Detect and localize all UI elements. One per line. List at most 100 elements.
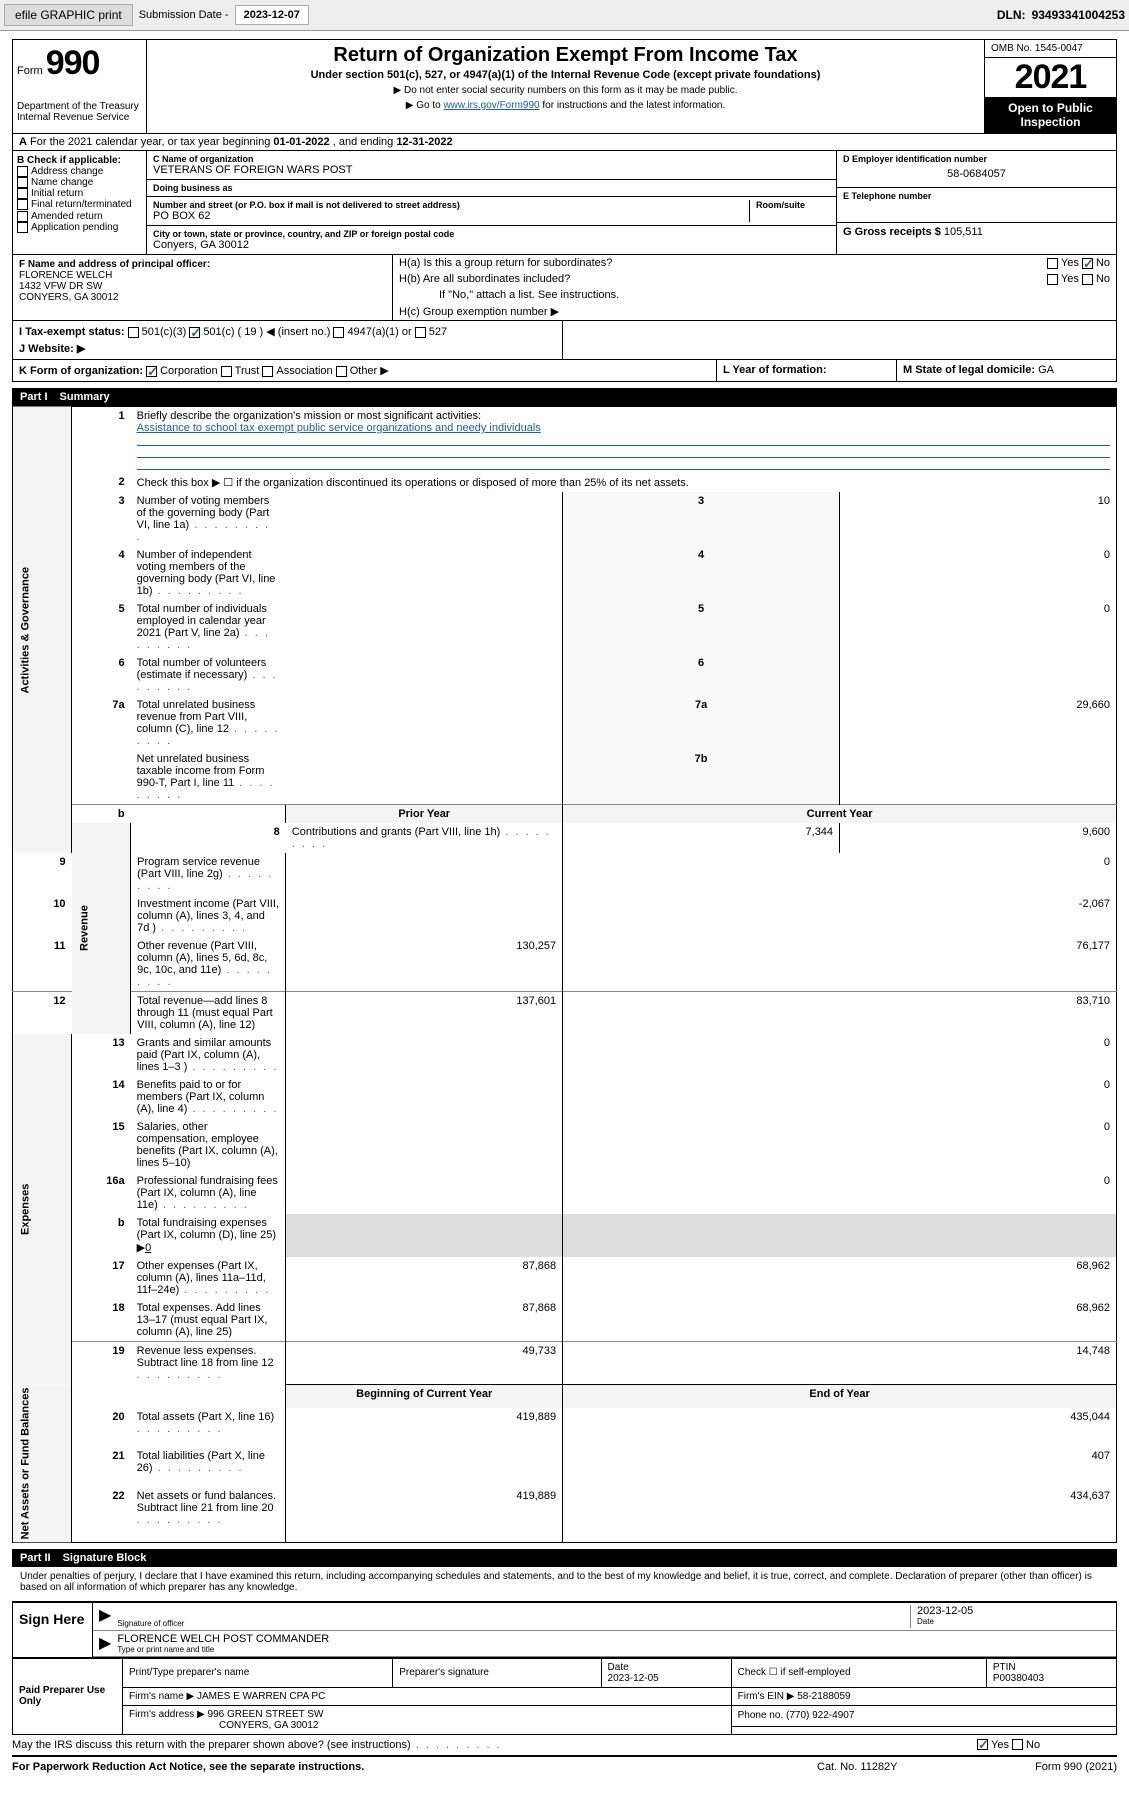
prep-date: 2023-12-05: [608, 1673, 659, 1684]
discuss-preparer: May the IRS discuss this return with the…: [12, 1739, 977, 1751]
officer-label: F Name and address of principal officer:: [19, 259, 386, 270]
line-4: Number of independent voting members of …: [131, 546, 286, 600]
hb-label: H(b) Are all subordinates included?: [399, 273, 970, 285]
prior-year-header: Prior Year: [286, 805, 563, 824]
row-i: I Tax-exempt status: 501(c)(3) 501(c) ( …: [19, 325, 556, 338]
line-9: Program service revenue (Part VIII, line…: [131, 853, 286, 895]
efile-graphic-button[interactable]: efile GRAPHIC print: [4, 4, 133, 26]
line-3-val: 10: [840, 492, 1117, 546]
527-checkbox[interactable]: [415, 327, 426, 338]
section-governance: Activities & Governance: [13, 407, 72, 854]
discuss-yes-checkbox[interactable]: [977, 1739, 988, 1750]
paperwork-notice: For Paperwork Reduction Act Notice, see …: [12, 1761, 817, 1773]
assoc-checkbox[interactable]: [262, 366, 273, 377]
corp-checkbox[interactable]: [146, 366, 157, 377]
checkbox-address-change[interactable]: [17, 166, 28, 177]
omb-number: OMB No. 1545-0047: [985, 40, 1116, 58]
org-name-label: C Name of organization: [153, 154, 830, 164]
form-header: Form 990 Department of the Treasury Inte…: [12, 39, 1117, 134]
line-6-val: [840, 654, 1117, 696]
firm-addr1: 996 GREEN STREET SW: [208, 1709, 324, 1720]
irs-link[interactable]: www.irs.gov/Form990: [443, 100, 539, 111]
city-label: City or town, state or province, country…: [153, 229, 830, 239]
form-subtitle: Under section 501(c), 527, or 4947(a)(1)…: [163, 69, 968, 81]
line-15: Salaries, other compensation, employee b…: [131, 1118, 286, 1172]
firm-addr2: CONYERS, GA 30012: [219, 1720, 319, 1731]
prep-name-label: Print/Type preparer's name: [123, 1658, 393, 1687]
checkbox-initial-return[interactable]: [17, 188, 28, 199]
ptin-value: P00380403: [993, 1673, 1044, 1684]
ha-label: H(a) Is this a group return for subordin…: [399, 257, 970, 269]
line-2: Check this box ▶ ☐ if the organization d…: [131, 473, 1117, 492]
checkbox-final-return[interactable]: [17, 199, 28, 210]
discuss-no-checkbox[interactable]: [1012, 1739, 1023, 1750]
ha-yes-checkbox[interactable]: [1047, 258, 1058, 269]
4947-checkbox[interactable]: [333, 327, 344, 338]
row-k: K Form of organization: Corporation Trus…: [13, 360, 716, 381]
line-7a-val: 29,660: [840, 696, 1117, 750]
line-5: Total number of individuals employed in …: [131, 600, 286, 654]
line-12: Total revenue—add lines 8 through 11 (mu…: [131, 992, 286, 1035]
hb-no-checkbox[interactable]: [1082, 274, 1093, 285]
gross-value: 105,511: [944, 226, 983, 238]
col-b-checkboxes: B Check if applicable: Address change Na…: [13, 151, 147, 254]
line-7a: Total unrelated business revenue from Pa…: [131, 696, 286, 750]
checkbox-name-change[interactable]: [17, 177, 28, 188]
gross-label: G Gross receipts $: [843, 226, 941, 238]
line-1-mission[interactable]: Assistance to school tax exempt public s…: [137, 422, 541, 434]
row-j-website: J Website: ▶: [19, 342, 556, 355]
checkbox-app-pending[interactable]: [17, 222, 28, 233]
part-1-header: Part I Summary: [12, 388, 1117, 406]
date-label: Date: [917, 1617, 1110, 1626]
dln-label: DLN:: [997, 8, 1026, 22]
prep-sig-label: Preparer's signature: [393, 1658, 601, 1687]
trust-checkbox[interactable]: [221, 366, 232, 377]
declaration-text: Under penalties of perjury, I declare th…: [12, 1567, 1117, 1597]
line-13: Grants and similar amounts paid (Part IX…: [131, 1034, 286, 1076]
beginning-year-header: Beginning of Current Year: [286, 1384, 563, 1408]
501c3-checkbox[interactable]: [128, 327, 139, 338]
firm-phone: (770) 922-4907: [786, 1710, 854, 1721]
ein-label: D Employer identification number: [843, 154, 1110, 164]
domicile-value: GA: [1038, 364, 1054, 376]
cat-number: Cat. No. 11282Y: [817, 1761, 967, 1773]
instruction-1: ▶ Do not enter social security numbers o…: [163, 85, 968, 96]
end-year-header: End of Year: [563, 1384, 1117, 1408]
line-6: Total number of volunteers (estimate if …: [131, 654, 286, 696]
summary-table: Activities & Governance 1 Briefly descri…: [12, 406, 1117, 1543]
room-label: Room/suite: [756, 200, 830, 210]
line-21: Total liabilities (Part X, line 26): [131, 1447, 286, 1486]
hb-note: If "No," attach a list. See instructions…: [399, 289, 1110, 301]
form-number-footer: Form 990 (2021): [967, 1761, 1117, 1773]
hb-yes-checkbox[interactable]: [1047, 274, 1058, 285]
other-checkbox[interactable]: [336, 366, 347, 377]
line-20: Total assets (Part X, line 16): [131, 1408, 286, 1447]
sign-here-label: Sign Here: [13, 1603, 93, 1657]
section-expenses: Expenses: [13, 1034, 72, 1384]
officer-name-title: FLORENCE WELCH POST COMMANDER: [117, 1633, 1110, 1645]
signature-date: 2023-12-05: [917, 1605, 1110, 1617]
line-3: Number of voting members of the governin…: [131, 492, 286, 546]
domicile-label: M State of legal domicile:: [903, 364, 1035, 376]
paid-preparer-table: Paid Preparer Use Only Print/Type prepar…: [12, 1658, 1117, 1735]
city-value: Conyers, GA 30012: [153, 239, 830, 251]
section-revenue: Revenue: [72, 823, 131, 1034]
signature-label: Signature of officer: [117, 1619, 910, 1628]
ein-value: 58-0684057: [843, 164, 1110, 184]
name-title-label: Type or print name and title: [117, 1645, 1110, 1654]
instruction-2: ▶ Go to www.irs.gov/Form990 for instruct…: [163, 100, 968, 111]
line-22: Net assets or fund balances. Subtract li…: [131, 1487, 286, 1543]
paid-preparer-label: Paid Preparer Use Only: [13, 1658, 123, 1734]
checkbox-amended[interactable]: [17, 211, 28, 222]
form-word: Form: [17, 65, 43, 77]
current-year-header: Current Year: [563, 805, 1117, 824]
ha-no-checkbox[interactable]: [1082, 258, 1093, 269]
self-employed: Check ☐ if self-employed: [731, 1658, 986, 1687]
open-public-badge: Open to PublicInspection: [985, 97, 1116, 133]
line-18: Total expenses. Add lines 13–17 (must eq…: [131, 1299, 286, 1342]
row-a-tax-year: A For the 2021 calendar year, or tax yea…: [12, 134, 1117, 151]
501c-checkbox[interactable]: [189, 327, 200, 338]
line-7b-val: [840, 750, 1117, 805]
hc-label: H(c) Group exemption number ▶: [399, 305, 1110, 318]
form-number: 990: [46, 44, 100, 82]
